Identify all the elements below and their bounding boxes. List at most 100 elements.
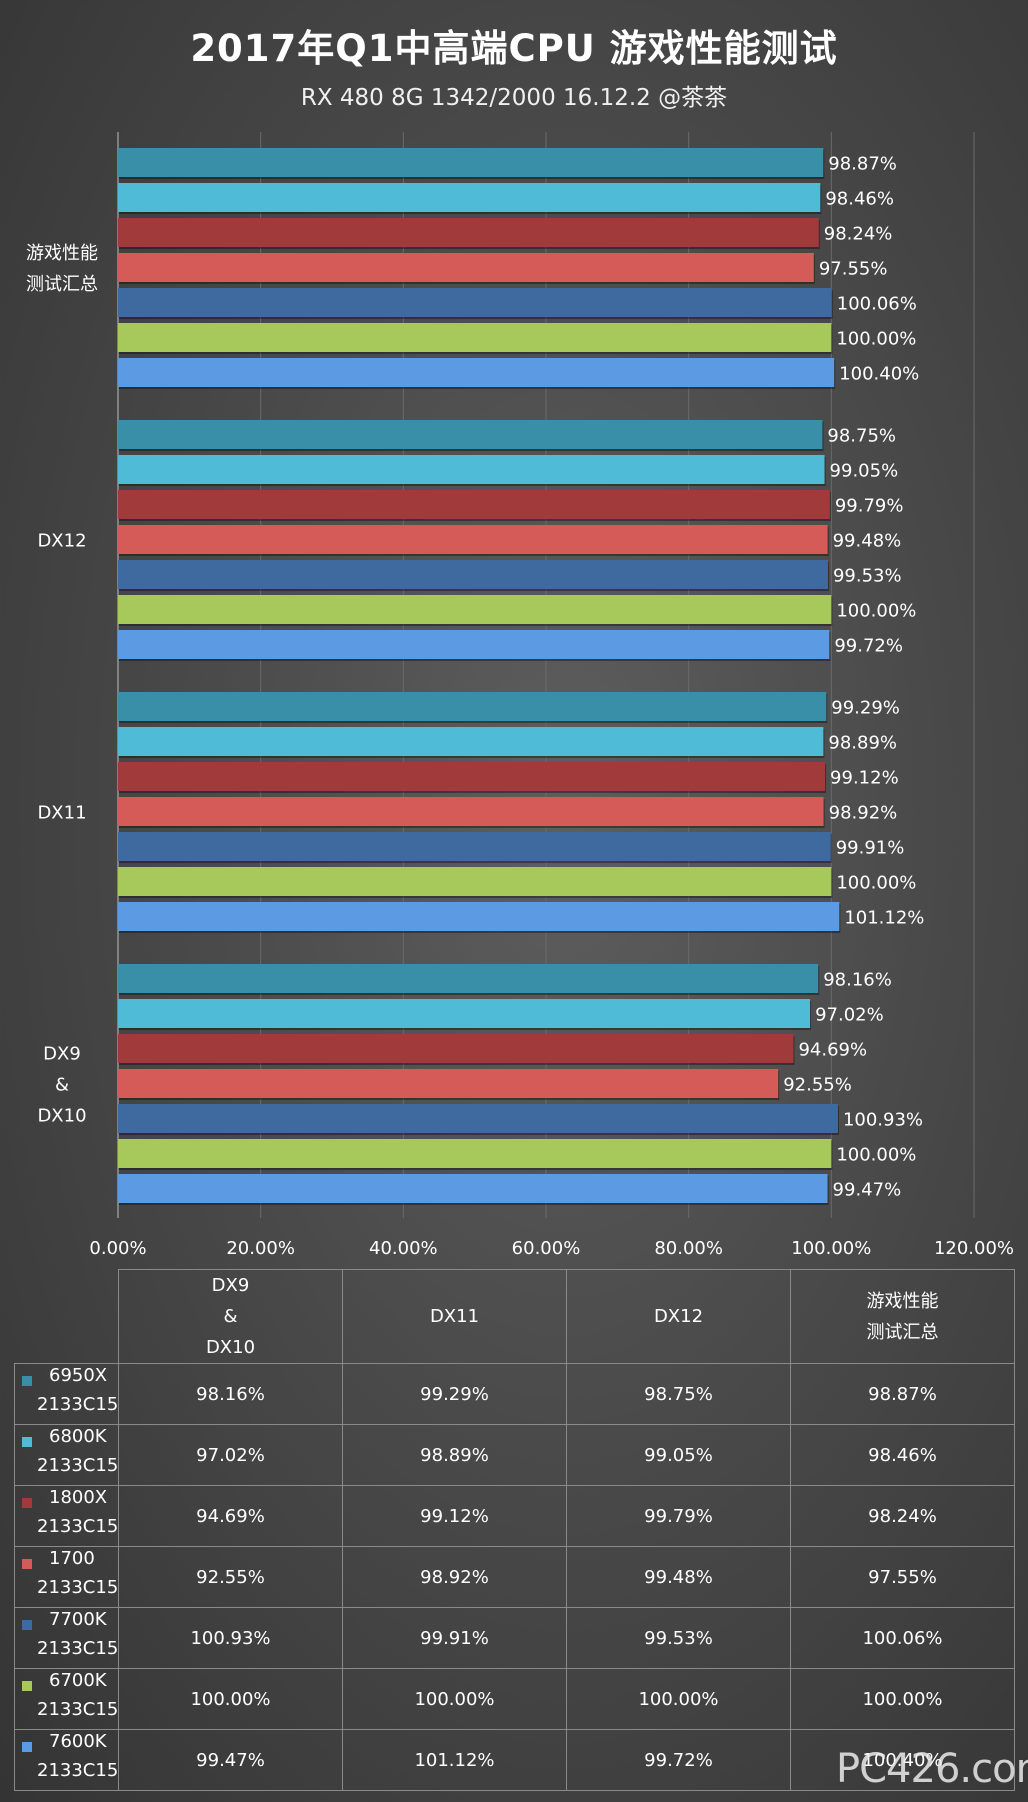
bar [118, 999, 811, 1028]
bar [118, 867, 832, 896]
bar-chart: 0.00% 20.00% 40.00% 60.00% 80.00% 100.00% 120.… [26, 132, 1014, 1259]
bar-value-label: 99.91% [836, 838, 905, 859]
bar-value-label: 99.12% [830, 768, 899, 789]
table-cell: 100.00% [790, 1668, 1015, 1730]
table-cell: 99.47% [118, 1729, 343, 1791]
legend-swatch [22, 1620, 32, 1630]
bar [118, 288, 832, 317]
bar [118, 420, 823, 449]
table-header: DX9 & DX10 [118, 1269, 343, 1364]
table-cell: 99.48% [566, 1546, 791, 1608]
row-cpu-name: 6700K [49, 1670, 107, 1691]
bar-value-label: 100.00% [836, 1145, 916, 1166]
row-memory-spec: 2133C15 [37, 1394, 119, 1415]
row-cpu-name: 6950X [49, 1365, 108, 1386]
table-cell: 100.40% [790, 1729, 1015, 1791]
bar [118, 253, 814, 282]
row-label: 6950X 2133C15 [14, 1363, 119, 1425]
table-cell: 100.06% [790, 1607, 1015, 1669]
bar-value-label: 101.12% [844, 908, 924, 929]
category-label: & [55, 1075, 69, 1096]
category-label: DX10 [37, 1106, 86, 1127]
bar [118, 358, 835, 387]
table-header: DX11 [342, 1269, 567, 1364]
table-row: 6950X 2133C15 98.16% 99.29% 98.75% 98.87% [14, 1363, 1015, 1425]
table-header: DX12 [566, 1269, 791, 1364]
bar-value-label: 98.16% [823, 970, 892, 991]
bar [118, 762, 826, 791]
table-cell: 100.93% [118, 1607, 343, 1669]
row-cpu-name: 7600K [49, 1731, 107, 1752]
bar [118, 832, 831, 861]
table-cell: 99.91% [342, 1607, 567, 1669]
row-memory-spec: 2133C15 [37, 1760, 119, 1781]
bar [118, 183, 821, 212]
bar-value-label: 98.75% [827, 426, 896, 447]
table-row: 1800X 2133C15 94.69% 99.12% 99.79% 98.24% [14, 1485, 1015, 1547]
table-cell: 99.79% [566, 1485, 791, 1547]
bar-value-label: 99.53% [833, 566, 902, 587]
bar [118, 323, 832, 352]
row-memory-spec: 2133C15 [37, 1455, 119, 1476]
legend-swatch [22, 1681, 32, 1691]
row-cpu-name: 1800X [49, 1487, 108, 1508]
table-cell: 99.53% [566, 1607, 791, 1669]
table-cell: 99.29% [342, 1363, 567, 1425]
table-cell: 98.89% [342, 1424, 567, 1486]
row-label: 6800K 2133C15 [14, 1424, 119, 1486]
category-label: 测试汇总 [26, 274, 98, 295]
bar [118, 964, 819, 993]
bar-value-label: 99.72% [834, 636, 903, 657]
bar [118, 525, 828, 554]
bar-value-label: 98.89% [828, 733, 897, 754]
bar [118, 1069, 779, 1098]
bar-value-label: 100.00% [836, 873, 916, 894]
bar-value-label: 99.79% [835, 496, 904, 517]
table-cell: 98.24% [790, 1485, 1015, 1547]
bar [118, 630, 830, 659]
row-label: 7600K 2133C15 [14, 1729, 119, 1791]
table-cell: 97.55% [790, 1546, 1015, 1608]
category-label: 游戏性能 [26, 243, 98, 264]
bar [118, 490, 830, 519]
table-cell: 94.69% [118, 1485, 343, 1547]
data-table: DX9 & DX10 DX11 DX12 游戏性能 测试汇总 6950X 2133C15 98.1… [14, 1269, 1015, 1791]
bar [118, 560, 828, 589]
table-cell: 99.05% [566, 1424, 791, 1486]
table-row: 1700 2133C15 92.55% 98.92% 99.48% 97.55% [14, 1546, 1015, 1608]
row-memory-spec: 2133C15 [37, 1638, 119, 1659]
row-cpu-name: 6800K [49, 1426, 107, 1447]
bar [118, 148, 824, 177]
legend-swatch [22, 1437, 32, 1447]
bar [118, 1034, 794, 1063]
table-cell: 92.55% [118, 1546, 343, 1608]
bar-value-label: 94.69% [798, 1040, 867, 1061]
table-cell: 98.46% [790, 1424, 1015, 1486]
table-row: 7700K 2133C15 100.93% 99.91% 99.53% 100.06% [14, 1607, 1015, 1669]
bar-value-label: 99.05% [830, 461, 899, 482]
table-cell: 100.00% [566, 1668, 791, 1730]
legend-swatch [22, 1559, 32, 1569]
bar-value-label: 92.55% [783, 1075, 852, 1096]
legend-swatch [22, 1498, 32, 1508]
bar-value-label: 98.87% [828, 154, 897, 175]
bar-value-label: 99.48% [833, 531, 902, 552]
x-tick-label: 20.00% [226, 1238, 295, 1259]
bar-value-label: 100.00% [836, 601, 916, 622]
x-tick-label: 120.00% [934, 1238, 1014, 1259]
row-label: 7700K 2133C15 [14, 1607, 119, 1669]
table-header: 游戏性能 测试汇总 [790, 1269, 1015, 1364]
bar [118, 455, 825, 484]
table-row: 6700K 2133C15 100.00% 100.00% 100.00% 100.00% [14, 1668, 1015, 1730]
legend-swatch [22, 1376, 32, 1386]
table-cell: 98.75% [566, 1363, 791, 1425]
row-label: 1800X 2133C15 [14, 1485, 119, 1547]
row-memory-spec: 2133C15 [37, 1516, 119, 1537]
row-cpu-name: 1700 [49, 1548, 95, 1569]
bar-value-label: 98.24% [824, 224, 893, 245]
bar-value-label: 100.06% [837, 294, 917, 315]
x-tick-label: 100.00% [791, 1238, 871, 1259]
table-cell: 100.00% [118, 1668, 343, 1730]
bar [118, 692, 827, 721]
bar-value-label: 100.00% [836, 329, 916, 350]
